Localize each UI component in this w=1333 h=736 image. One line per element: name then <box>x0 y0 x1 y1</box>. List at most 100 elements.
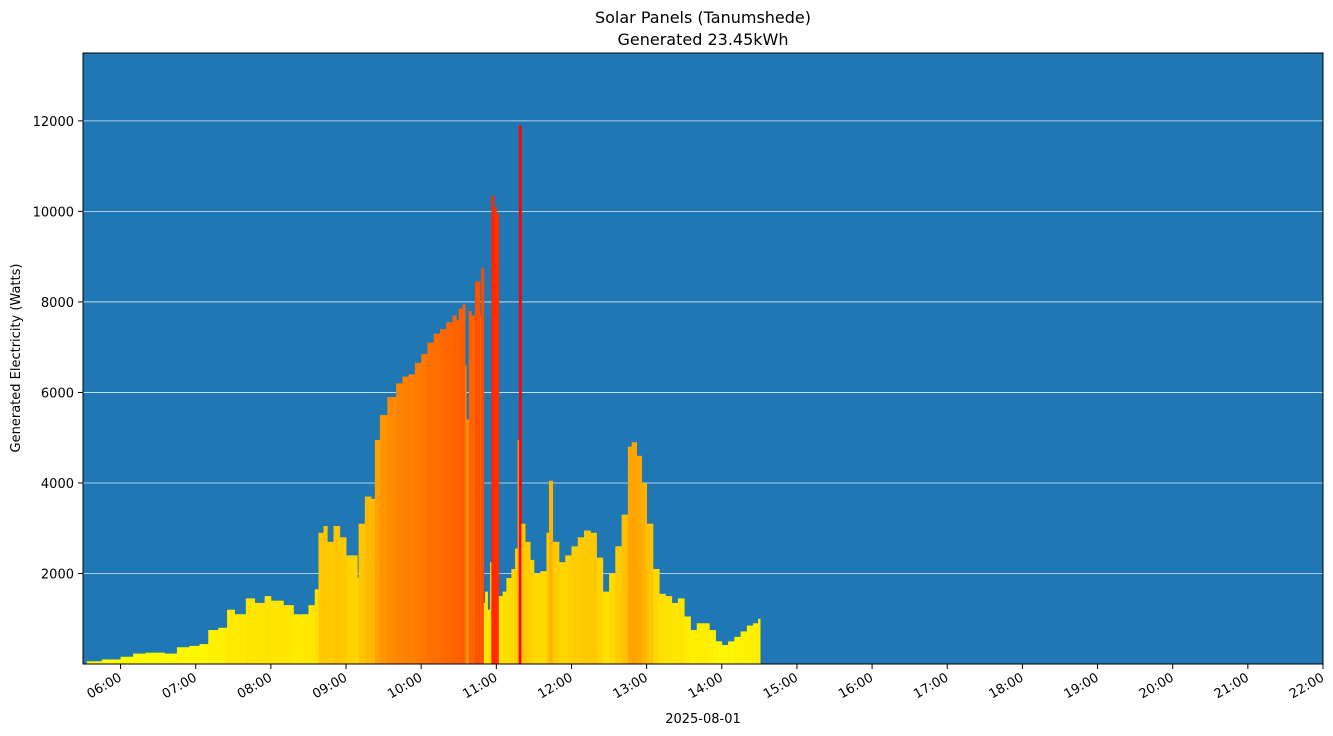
generation-bar <box>646 523 654 664</box>
generation-bar <box>506 578 512 664</box>
x-tick-label: 13:00 <box>611 670 651 702</box>
generation-bar <box>264 596 272 664</box>
generation-bar <box>471 315 476 664</box>
generation-bar <box>120 656 134 664</box>
x-tick-label: 22:00 <box>1287 670 1327 702</box>
generation-bar <box>746 625 754 664</box>
x-tick-label: 19:00 <box>1062 670 1102 702</box>
y-tick-label: 8000 <box>41 296 74 311</box>
x-tick-label: 17:00 <box>911 670 951 702</box>
generation-bar <box>631 442 638 664</box>
generation-bar <box>546 532 550 664</box>
generation-bar <box>371 498 376 664</box>
generation-bar <box>548 480 554 664</box>
y-tick-label: 12000 <box>33 115 74 130</box>
x-axis: 06:00 07:00 08:00 09:00 10:00 11:00 12:00 13:00… <box>85 664 1327 702</box>
generation-bar <box>475 281 478 664</box>
generation-bar <box>590 532 597 664</box>
generation-bar <box>427 342 435 664</box>
chart-subtitle: Generated 23.45kWh <box>618 30 789 49</box>
generation-bar <box>498 596 503 664</box>
y-axis-label: Generated Electricity (Watts) <box>9 264 24 453</box>
generation-bar <box>565 555 572 664</box>
x-tick-label: 18:00 <box>986 670 1026 702</box>
generation-bar <box>621 514 629 664</box>
generation-bar <box>439 329 447 664</box>
generation-bar <box>227 609 235 664</box>
generation-bar <box>734 636 741 664</box>
x-tick-label: 16:00 <box>836 670 876 702</box>
y-tick-label: 4000 <box>41 477 74 492</box>
generation-bar <box>374 439 381 664</box>
generation-bar <box>323 525 328 664</box>
generation-bar <box>145 652 165 664</box>
generation-bar <box>615 546 622 664</box>
x-tick-label: 20:00 <box>1137 670 1177 702</box>
generation-bar <box>715 641 723 664</box>
generation-bar <box>133 653 147 664</box>
generation-bar <box>421 353 428 664</box>
generation-bar <box>293 614 309 664</box>
generation-bar <box>490 562 492 664</box>
generation-bar <box>477 281 481 664</box>
chart-title: Solar Panels (Tanumshede) <box>595 8 811 27</box>
generation-bar <box>515 548 519 664</box>
generation-bar <box>753 623 759 664</box>
gridlines <box>83 120 1323 574</box>
generation-bar <box>684 616 691 664</box>
generation-bar <box>521 523 526 664</box>
generation-bar <box>283 605 294 664</box>
generation-bar <box>558 562 566 664</box>
x-tick-label: 06:00 <box>85 670 125 702</box>
generation-bar <box>245 598 255 664</box>
generation-bar <box>364 496 372 664</box>
generation-bar <box>218 627 228 664</box>
generation-bar <box>728 641 735 664</box>
generation-bar <box>352 555 358 664</box>
generation-bar <box>602 591 610 664</box>
x-tick-label: 14:00 <box>686 670 726 702</box>
generation-bar <box>659 593 666 664</box>
generation-bar <box>314 589 319 664</box>
generation-bar <box>487 609 491 664</box>
generation-bar <box>199 644 209 664</box>
generation-bar <box>525 541 531 664</box>
generation-bar <box>493 206 497 664</box>
x-tick-label: 08:00 <box>235 670 275 702</box>
generation-bar <box>433 333 441 664</box>
generation-bar <box>709 630 716 664</box>
generation-bar <box>164 653 178 664</box>
generation-bar <box>496 213 500 665</box>
generation-bar <box>480 315 482 664</box>
generation-bar <box>379 415 388 664</box>
generation-bar <box>254 602 266 664</box>
generation-bar <box>358 523 366 664</box>
generation-bar <box>414 363 422 664</box>
generation-bar <box>462 304 466 664</box>
generation-bar <box>652 568 660 664</box>
generation-bar <box>466 419 470 664</box>
generation-bar <box>446 322 453 664</box>
generation-bar <box>758 618 761 664</box>
generation-bar <box>481 267 485 664</box>
generation-bar <box>502 591 507 664</box>
x-tick-label: 11:00 <box>460 670 500 702</box>
generation-bar <box>308 605 316 664</box>
generation-bar <box>533 573 541 664</box>
generation-bar <box>402 376 410 664</box>
generation-bar <box>189 645 200 664</box>
y-tick-label: 2000 <box>41 567 74 582</box>
generation-bar <box>671 602 679 664</box>
generation-bar <box>483 602 486 664</box>
generation-bar <box>636 455 643 664</box>
plot-area-background <box>83 53 1323 664</box>
y-axis: 2000 4000 6000 8000 10000 12000 <box>33 115 83 582</box>
generation-bar <box>318 532 324 664</box>
generation-bar <box>357 578 359 664</box>
generation-bar <box>517 439 520 664</box>
generation-bar <box>696 623 704 664</box>
generation-bar <box>327 541 334 664</box>
generation-bar <box>86 661 103 664</box>
generation-bar <box>387 396 397 664</box>
